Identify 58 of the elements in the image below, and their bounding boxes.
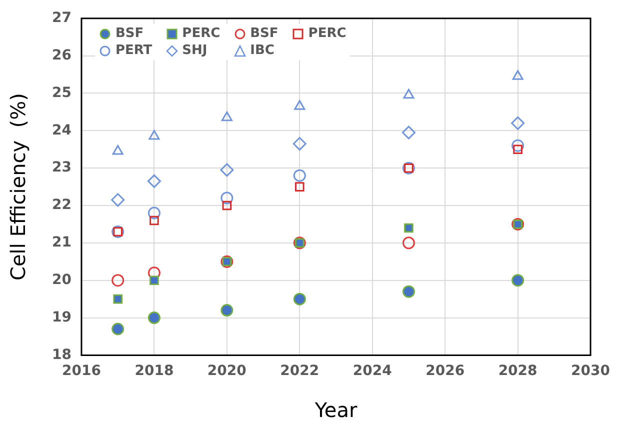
point <box>220 192 234 204</box>
x-tick-label: 2018 <box>134 363 174 380</box>
legend-label: SHJ <box>182 43 208 58</box>
point <box>512 139 524 152</box>
point <box>221 111 232 122</box>
point <box>111 193 125 207</box>
point <box>220 304 234 317</box>
point <box>292 137 306 151</box>
y-axis-title: Cell Efficiency (%) <box>6 93 30 281</box>
legend-label: IBC <box>250 43 274 58</box>
y-tick-label: 18 <box>52 346 72 363</box>
point <box>512 70 524 80</box>
y-tick-label: 19 <box>52 309 72 326</box>
point <box>222 200 232 210</box>
y-tick-label: 24 <box>52 122 72 138</box>
point <box>293 169 306 182</box>
point <box>148 312 160 324</box>
x-tick-label: 2016 <box>62 363 101 380</box>
y-tick-label: 26 <box>52 47 72 64</box>
point <box>403 88 414 99</box>
legend-label: BSF <box>250 26 278 42</box>
point <box>150 216 159 226</box>
point <box>511 116 525 130</box>
point <box>148 130 160 140</box>
x-axis-title: Year <box>314 398 358 422</box>
point <box>113 294 122 304</box>
y-tick-label: 27 <box>52 10 72 26</box>
x-tick-label: 2020 <box>207 363 247 380</box>
point <box>112 274 124 287</box>
point <box>295 182 304 192</box>
point <box>402 236 415 250</box>
y-tick-label: 20 <box>52 272 72 288</box>
legend-label: BSF <box>115 26 144 42</box>
x-tick-label: 2022 <box>280 363 320 380</box>
point <box>294 100 306 110</box>
y-tick-label: 22 <box>52 197 72 214</box>
point <box>404 223 414 233</box>
x-tick-label: 2030 <box>571 363 610 380</box>
point <box>150 276 159 285</box>
point <box>148 206 160 220</box>
point <box>293 292 306 306</box>
point <box>147 174 161 188</box>
legend-label: PERC <box>308 26 346 42</box>
y-tick-label: 23 <box>52 160 72 176</box>
y-tick-label: 25 <box>52 84 72 101</box>
x-tick-label: 2028 <box>498 363 538 380</box>
point <box>112 145 124 155</box>
point <box>220 163 234 177</box>
point <box>402 126 416 140</box>
y-tick-label: 21 <box>52 234 72 251</box>
legend-label: PERC <box>182 26 220 42</box>
point <box>512 274 524 287</box>
point <box>402 285 415 298</box>
point <box>513 144 522 154</box>
point <box>112 322 124 336</box>
x-tick-label: 2024 <box>352 363 392 380</box>
legend-label: PERT <box>115 43 152 58</box>
x-tick-label: 2026 <box>426 363 465 380</box>
